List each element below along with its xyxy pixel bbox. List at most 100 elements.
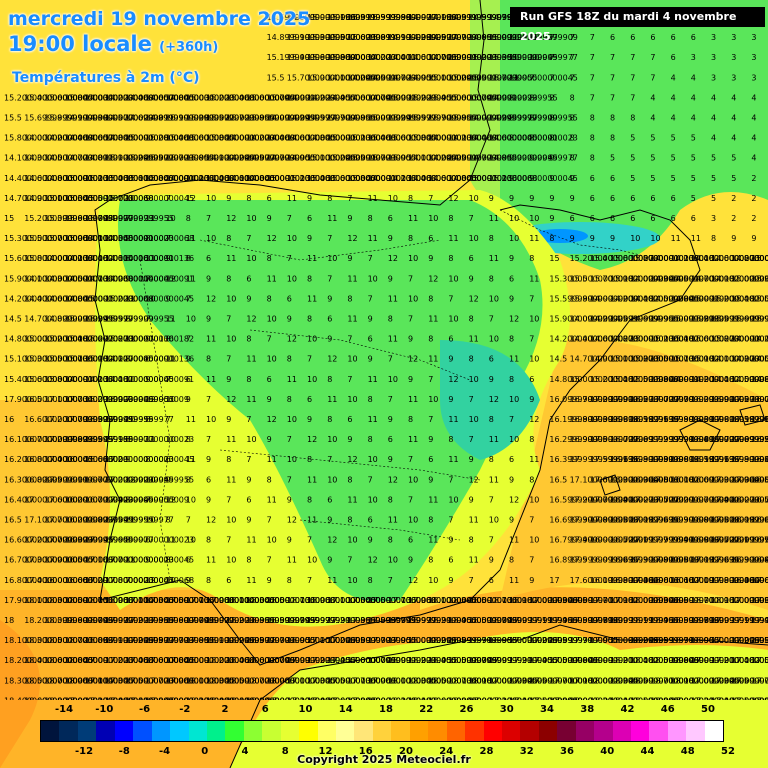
grid-value: 17.200000000000045 bbox=[327, 616, 416, 625]
grid-value: 10 bbox=[347, 536, 357, 545]
legend-swatch bbox=[206, 721, 226, 741]
grid-value: 6 bbox=[388, 214, 393, 223]
legend-top-label: -14 bbox=[54, 704, 74, 715]
grid-value: 9 bbox=[327, 556, 332, 565]
grid-value: 6 bbox=[650, 194, 655, 203]
grid-value: 17.699999999999818 bbox=[590, 475, 679, 484]
grid-value: 11 bbox=[529, 234, 539, 243]
grid-value: 17.299999999999955 bbox=[529, 636, 618, 645]
grid-value: 15.600000000000023 bbox=[44, 93, 133, 102]
grid-value: 18.299999999999955 bbox=[428, 636, 517, 645]
grid-value: 7 bbox=[226, 315, 231, 324]
grid-value: 18.300000000000182 bbox=[650, 596, 739, 605]
grid-value: 17.09999999999991 bbox=[529, 596, 613, 605]
grid-value: 15.800000000000068 bbox=[65, 93, 154, 102]
grid-value: 17.5 bbox=[731, 395, 749, 404]
grid-value: 9 bbox=[549, 154, 554, 163]
grid-value: 8 bbox=[469, 536, 474, 545]
legend-bottom-label: 0 bbox=[201, 746, 209, 757]
legend-swatch bbox=[317, 721, 336, 741]
grid-value: 8 bbox=[327, 415, 332, 424]
grid-value: 9 bbox=[448, 536, 453, 545]
grid-value: 7 bbox=[166, 375, 171, 384]
grid-value: 15.800000000000068 bbox=[206, 134, 295, 143]
grid-value: 15.400000000000091 bbox=[166, 134, 255, 143]
grid-value: 6 bbox=[671, 33, 676, 42]
grid-value: 16.800000000000182 bbox=[630, 455, 719, 464]
legend-top-label: -2 bbox=[179, 704, 191, 715]
grid-value: 10 bbox=[287, 234, 297, 243]
grid-value: 5 bbox=[650, 154, 655, 163]
grid-value: 16.399999999999977 bbox=[85, 415, 174, 424]
grid-value: 15 bbox=[549, 254, 559, 263]
grid-value: 17.300000000000182 bbox=[509, 676, 598, 685]
grid-value: 9 bbox=[448, 576, 453, 585]
grid-value: 6 bbox=[347, 415, 352, 424]
legend-top-label: 50 bbox=[701, 704, 715, 715]
grid-value: 16.600000000000023 bbox=[85, 455, 174, 464]
grid-value: 17.200000000000045 bbox=[509, 656, 598, 665]
grid-value: 14.400000000000091 bbox=[267, 134, 356, 143]
grid-value: 15 bbox=[327, 134, 337, 143]
grid-value: 14.100000000000023 bbox=[65, 114, 154, 123]
grid-value: 9 bbox=[529, 576, 534, 585]
grid-value: 10 bbox=[145, 516, 155, 525]
grid-value: 9 bbox=[125, 234, 130, 243]
grid-value: 6 bbox=[610, 194, 615, 203]
grid-value: 17.59999999999991 bbox=[711, 536, 768, 545]
grid-value: 17 bbox=[105, 415, 115, 424]
grid-value: 11 bbox=[166, 355, 176, 364]
grid-value: 8 bbox=[529, 114, 534, 123]
grid-value: 11 bbox=[145, 254, 155, 263]
grid-value: 17.5 bbox=[327, 676, 345, 685]
grid-value: 17.100000000000023 bbox=[24, 516, 113, 525]
grid-value: 8 bbox=[428, 516, 433, 525]
grid-value: 2 bbox=[751, 214, 756, 223]
grid-value: 14.799999999999955 bbox=[428, 53, 517, 62]
grid-value: 15.400000000000091 bbox=[590, 254, 679, 263]
grid-value: 15.300000000000068 bbox=[4, 234, 93, 243]
grid-value: 15.400000000000091 bbox=[307, 174, 396, 183]
grid-value: 18.200000000000045 bbox=[428, 616, 517, 625]
grid-value: 3 bbox=[711, 73, 716, 82]
grid-value: 9 bbox=[226, 194, 231, 203]
grid-value: 9 bbox=[347, 214, 352, 223]
grid-value: 16.59999999999991 bbox=[549, 495, 633, 504]
grid-value: 15 bbox=[469, 174, 479, 183]
grid-value: 15.099999999999909 bbox=[731, 274, 768, 283]
grid-value: 17.40000000000009 bbox=[509, 696, 593, 700]
grid-value: 15 bbox=[186, 93, 196, 102]
grid-value: 15.100000000000136 bbox=[610, 355, 699, 364]
grid-value: 9 bbox=[549, 174, 554, 183]
grid-value: 14.100000000000023 bbox=[408, 154, 497, 163]
grid-value: 7 bbox=[448, 516, 453, 525]
grid-value: 3 bbox=[731, 73, 736, 82]
grid-value: 8 bbox=[267, 475, 272, 484]
grid-value: 16.5 bbox=[610, 516, 628, 525]
grid-value: 8 bbox=[186, 435, 191, 444]
grid-value: 16.299999999999727 bbox=[691, 395, 768, 404]
grid-value: 12 bbox=[408, 576, 418, 585]
grid-value: 5 bbox=[671, 174, 676, 183]
grid-value: 14.100000000000023 bbox=[85, 234, 174, 243]
grid-value: 7 bbox=[246, 415, 251, 424]
grid-value: 14.899999999999977 bbox=[469, 33, 558, 42]
grid-value: 5 bbox=[630, 154, 635, 163]
grid-value: 16.200000000000045 bbox=[65, 495, 154, 504]
grid-value: 16.200000000000045 bbox=[4, 455, 93, 464]
legend-bottom-label: 4 bbox=[241, 746, 249, 757]
grid-value: 15.700000000000273 bbox=[671, 355, 760, 364]
grid-value: 10 bbox=[489, 516, 499, 525]
grid-value: 15.599999999999966 bbox=[368, 13, 457, 22]
grid-value: 15.5 bbox=[327, 33, 345, 42]
grid-value: 4 bbox=[751, 114, 756, 123]
legend-bottom-label: 12 bbox=[318, 746, 333, 757]
grid-value: 14.5 bbox=[4, 315, 22, 324]
grid-value: 11 bbox=[327, 576, 337, 585]
legend-bottom-label: 28 bbox=[479, 746, 494, 757]
grid-value: 15.5 bbox=[105, 315, 123, 324]
grid-value: 9 bbox=[489, 556, 494, 565]
grid-value: 17 bbox=[287, 656, 297, 665]
grid-value: 10 bbox=[509, 435, 519, 444]
grid-value: 11 bbox=[226, 435, 236, 444]
